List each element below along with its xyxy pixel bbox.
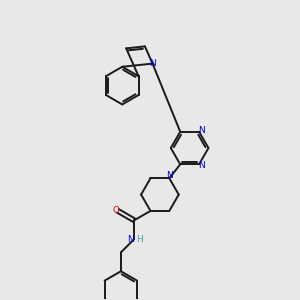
Text: H: H: [136, 235, 142, 244]
Text: N: N: [198, 126, 204, 135]
Text: N: N: [166, 171, 173, 180]
Text: N: N: [198, 161, 204, 170]
Text: N: N: [149, 59, 156, 68]
Text: O: O: [112, 206, 119, 215]
Text: N: N: [127, 235, 134, 244]
